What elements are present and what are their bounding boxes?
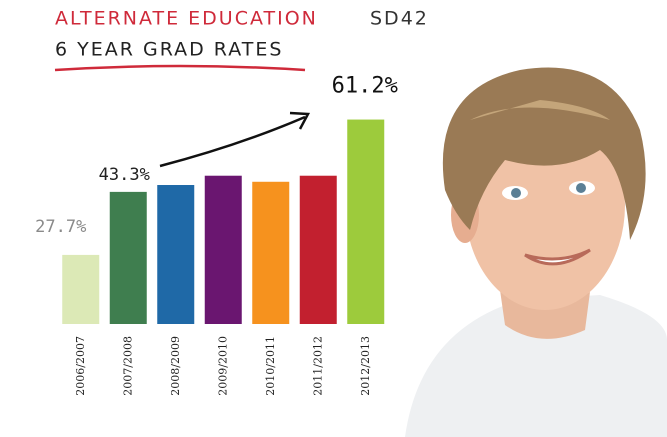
- bar: [157, 185, 195, 324]
- x-tick-label: 2011/2012: [311, 336, 324, 396]
- x-tick-label: 2012/2013: [359, 336, 372, 396]
- underline: [54, 64, 306, 72]
- bar: [62, 254, 100, 324]
- chart-title: ALTERNATE EDUCATION: [55, 8, 318, 30]
- x-tick-label: 2007/2008: [121, 336, 134, 396]
- x-tick-label: 2006/2007: [74, 336, 87, 396]
- x-tick-label: 2009/2010: [216, 336, 229, 396]
- trend-arrow: [159, 115, 306, 168]
- arrow-head: [289, 111, 311, 130]
- bar: [204, 175, 242, 324]
- bar: [109, 191, 147, 324]
- district: SD42: [370, 8, 429, 30]
- data-label: 43.3%: [99, 165, 150, 185]
- chart-subtitle: 6 YEAR GRAD RATES: [55, 39, 283, 61]
- photo: [405, 67, 667, 437]
- bar: [252, 181, 290, 324]
- bar: [347, 119, 385, 324]
- data-label: 27.7%: [35, 217, 86, 237]
- bar: [299, 175, 337, 324]
- data-label: 61.2%: [332, 74, 398, 99]
- x-tick-label: 2010/2011: [264, 336, 277, 396]
- x-tick-label: 2008/2009: [169, 336, 182, 396]
